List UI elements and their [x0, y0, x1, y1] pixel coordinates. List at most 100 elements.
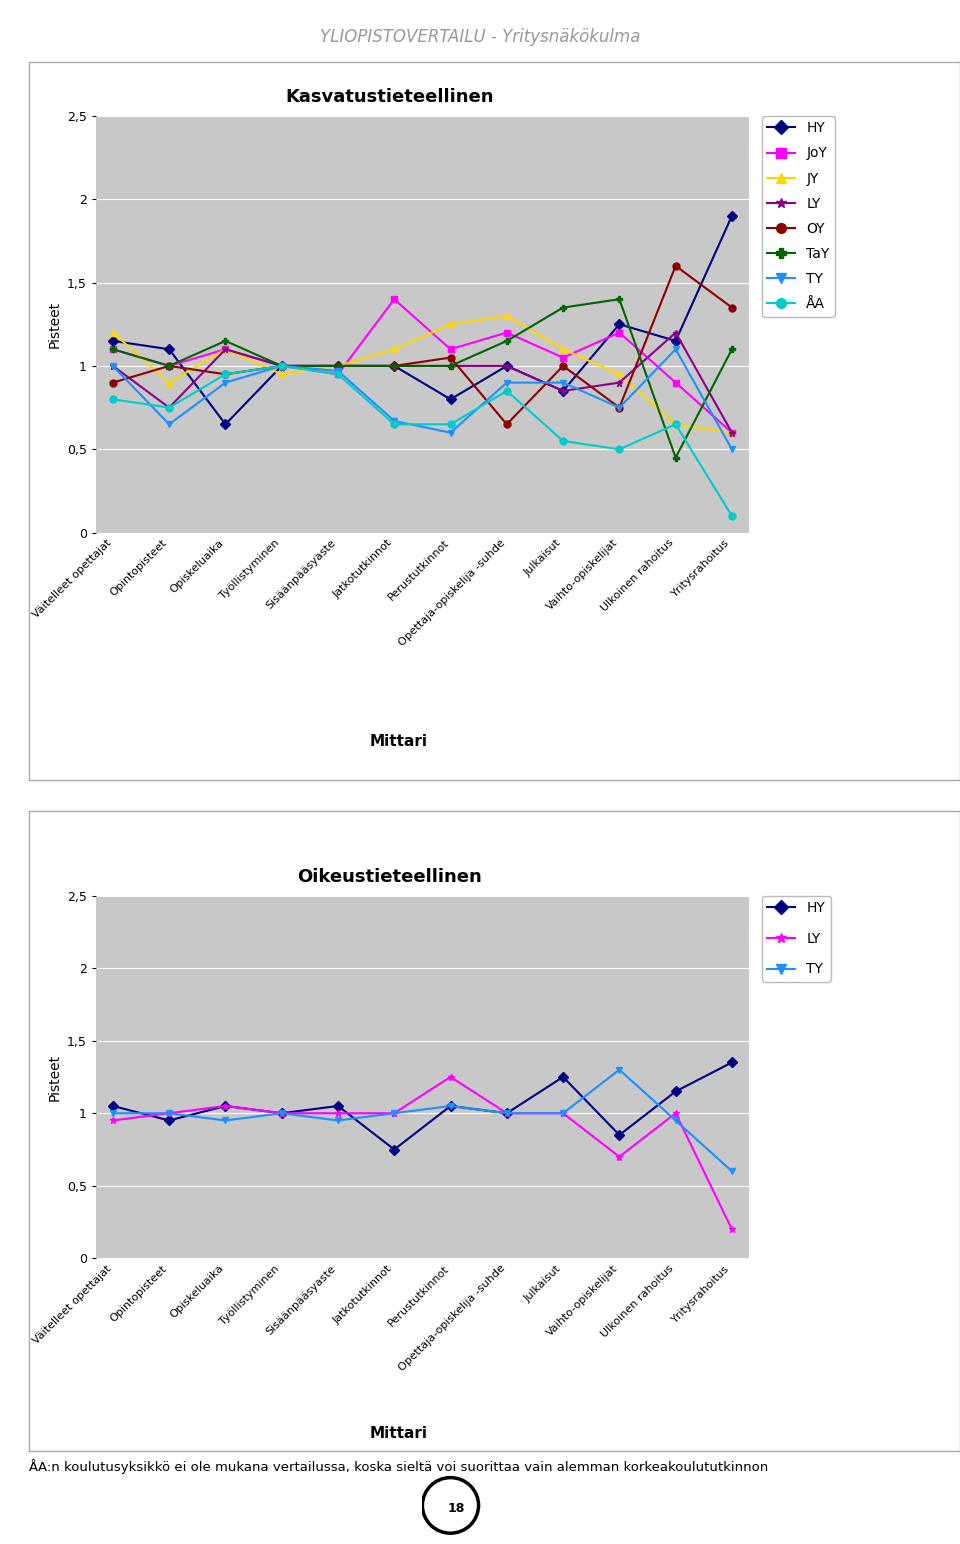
HY [108, 1096, 119, 1115]
AA [613, 440, 625, 459]
TY [613, 1061, 625, 1079]
Legend: HY, LY, TY: HY, LY, TY [762, 896, 830, 982]
JoY [163, 357, 175, 375]
OY [163, 357, 175, 375]
LY [108, 357, 119, 375]
LY [558, 1104, 569, 1122]
OY [389, 357, 400, 375]
LY [163, 1104, 175, 1122]
AA [389, 415, 400, 434]
AA [558, 432, 569, 451]
TaY [726, 340, 737, 358]
HY [726, 1053, 737, 1072]
TaY [108, 340, 119, 358]
Line: HY: HY [109, 1059, 735, 1153]
JoY [726, 423, 737, 442]
TY [558, 1104, 569, 1122]
JY [613, 364, 625, 383]
TaY [276, 357, 287, 375]
LY [613, 1147, 625, 1166]
TY [220, 374, 231, 392]
TY [444, 1096, 456, 1115]
Text: Mittari: Mittari [370, 1425, 427, 1441]
HY [276, 1104, 287, 1122]
JoY [613, 323, 625, 341]
JoY [108, 340, 119, 358]
TaY [220, 332, 231, 350]
HY [163, 340, 175, 358]
HY [220, 1096, 231, 1115]
JY [444, 315, 456, 334]
JoY [558, 349, 569, 367]
TY [726, 440, 737, 459]
LY [276, 1104, 287, 1122]
Line: JoY: JoY [109, 296, 735, 435]
Text: ÅA:n koulutusyksikkö ei ole mukana vertailussa, koska sieltä voi suorittaa vain : ÅA:n koulutusyksikkö ei ole mukana verta… [29, 1459, 768, 1475]
LY [389, 1104, 400, 1122]
TaY [613, 290, 625, 309]
Title: Kasvatustieteellinen: Kasvatustieteellinen [285, 88, 494, 107]
LY [501, 1104, 513, 1122]
JY [108, 323, 119, 341]
AA [108, 391, 119, 409]
Line: LY: LY [109, 1073, 735, 1232]
TaY [670, 448, 682, 466]
TY [220, 1112, 231, 1130]
JY [332, 357, 344, 375]
LY [108, 1112, 119, 1130]
LY [444, 1068, 456, 1087]
HY [670, 332, 682, 350]
TY [108, 357, 119, 375]
HY [670, 1082, 682, 1101]
LY [276, 357, 287, 375]
OY [444, 349, 456, 367]
HY [558, 1068, 569, 1087]
JoY [389, 290, 400, 309]
JY [276, 364, 287, 383]
TY [332, 1112, 344, 1130]
AA [332, 364, 344, 383]
OY [332, 357, 344, 375]
HY [613, 315, 625, 334]
OY [726, 298, 737, 317]
AA [220, 364, 231, 383]
TaY [501, 332, 513, 350]
JoY [444, 340, 456, 358]
TY [613, 398, 625, 417]
HY [389, 357, 400, 375]
HY [108, 332, 119, 350]
LY [220, 340, 231, 358]
OY [276, 357, 287, 375]
OY [670, 256, 682, 275]
JY [558, 340, 569, 358]
Line: AA: AA [109, 363, 735, 519]
Title: Oikeustieteellinen: Oikeustieteellinen [298, 868, 482, 886]
OY [220, 364, 231, 383]
HY [332, 357, 344, 375]
TaY [444, 357, 456, 375]
JY [501, 307, 513, 326]
Y-axis label: Pisteet: Pisteet [47, 1053, 61, 1101]
LY [501, 357, 513, 375]
Line: TaY: TaY [109, 296, 735, 462]
HY [501, 1104, 513, 1122]
HY [163, 1112, 175, 1130]
HY [276, 357, 287, 375]
Line: JY: JY [109, 312, 735, 435]
TY [501, 374, 513, 392]
TY [501, 1104, 513, 1122]
Line: TY: TY [109, 346, 735, 452]
JoY [670, 374, 682, 392]
Legend: HY, JoY, JY, LY, OY, TaY, TY, ÅA: HY, JoY, JY, LY, OY, TaY, TY, ÅA [762, 116, 835, 317]
TY [558, 374, 569, 392]
LY [726, 1220, 737, 1238]
LY [163, 398, 175, 417]
JoY [220, 340, 231, 358]
TY [163, 415, 175, 434]
TY [670, 340, 682, 358]
LY [613, 374, 625, 392]
HY [332, 1096, 344, 1115]
HY [444, 391, 456, 409]
JY [163, 374, 175, 392]
TY [444, 423, 456, 442]
